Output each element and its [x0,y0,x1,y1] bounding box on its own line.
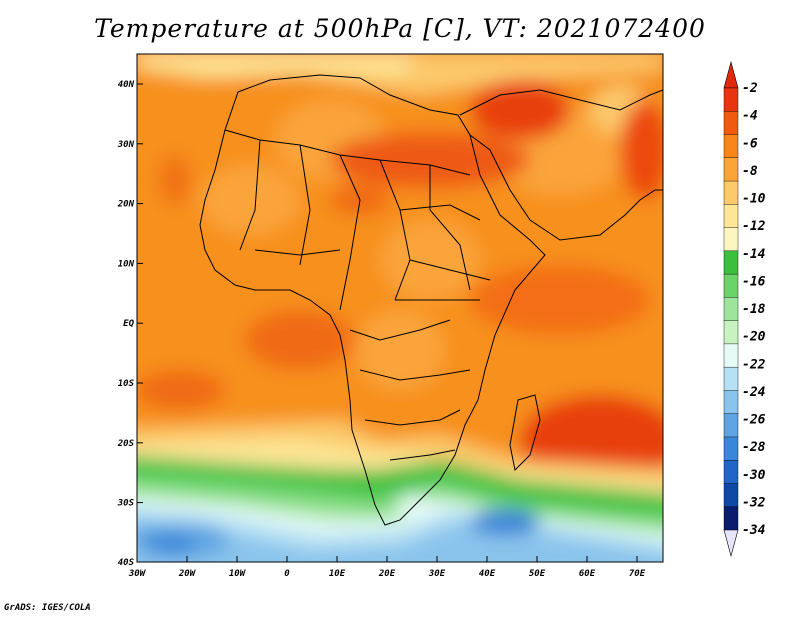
colorbar-label: -18 [742,302,766,317]
lon-label: 30W [128,569,147,579]
colorbar-swatch [723,111,739,136]
colorbar-label: -16 [742,274,766,289]
colorbar-label: -32 [742,495,766,510]
colorbar-label: -12 [742,219,766,234]
colorbar-swatch [723,134,739,159]
colorbar-label: -14 [742,247,766,262]
colorbar: -2 -4 -6 -8 -10 -12 -14 -16 -18 -20 -22 -24 -26 -28 -3… [723,60,766,558]
lat-label: EQ [123,319,134,329]
colorbar-swatch [723,180,739,205]
colorbar-top-arrow [723,60,739,89]
colorbar-label: -8 [742,164,758,179]
lat-label: 30N [117,140,135,150]
map-frame [136,53,664,563]
colorbar-swatch [723,343,739,368]
latitude-axis: 40N 30N 20N 10N EQ 10S 20S 30S 40S [117,80,143,568]
lon-label: 70E [629,569,646,579]
lon-label: 20W [178,569,197,579]
colorbar-swatch [723,204,739,229]
coastlines [199,74,663,526]
colorbar-label: -4 [742,109,758,124]
lon-label: 10W [229,569,247,579]
colorbar-swatch [723,157,739,182]
colorbar-swatch [723,273,739,298]
colorbar-label: -22 [742,357,766,372]
lat-label: 20N [117,200,135,210]
colorbar-swatch [723,483,739,508]
lat-label: 10S [118,379,135,389]
colorbar-swatch [723,436,739,461]
colorbar-label: -10 [742,192,766,207]
lon-label: 0 [284,569,290,579]
colorbar-swatch [723,297,739,322]
colorbar-swatch [723,250,739,275]
colorbar-swatch [723,366,739,391]
colorbar-label: -26 [742,413,766,428]
lon-label: 10E [329,569,346,579]
colorbar-label: -34 [742,523,766,538]
colorbar-swatch [723,87,739,112]
lat-label: 30S [117,499,135,509]
colorbar-swatch [723,320,739,345]
lon-label: 20E [378,569,396,579]
colorbar-label: -30 [742,468,766,483]
longitude-axis: 30W 20W 10W 0 10E 20E 30E 40E 50E 60E 70E [128,556,646,579]
colorbar-label: -20 [742,330,766,345]
lat-label: 10N [118,259,135,269]
colorbar-bottom-arrow [723,529,739,558]
colorbar-swatch [723,390,739,415]
colorbar-swatch [723,227,739,252]
lat-label: 20S [117,439,135,449]
lat-label: 40S [118,558,135,568]
lon-label: 30E [428,569,446,579]
colorbar-label: -6 [742,136,758,151]
colorbar-swatch [723,460,739,484]
lat-label: 40N [118,80,135,90]
map-title: Temperature at 500hPa [C], VT: 202107240… [94,14,706,43]
lon-label: 60E [579,569,596,579]
lon-label: 50E [529,569,546,579]
colorbar-label: -2 [742,81,758,96]
grads-credit: GrADS: IGES/COLA [4,603,91,613]
lon-label: 40E [479,569,496,579]
colorbar-label: -28 [742,440,766,455]
temperature-field [137,54,663,562]
colorbar-swatch [723,506,739,531]
colorbar-label: -24 [742,385,766,400]
colorbar-swatch [723,413,739,438]
